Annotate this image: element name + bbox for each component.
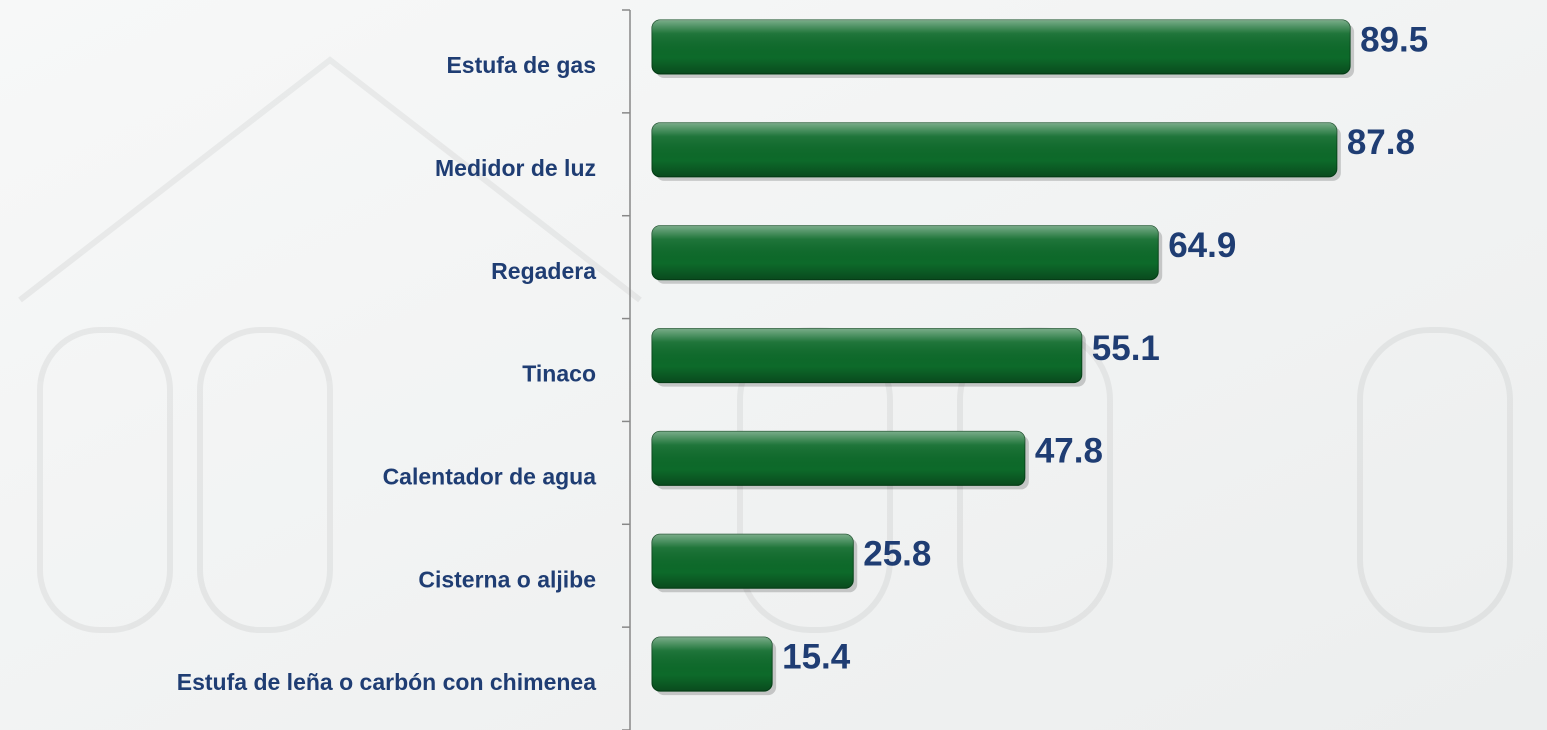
value-label: 25.8 <box>863 535 931 574</box>
bar-shine <box>652 431 1025 486</box>
value-label: 64.9 <box>1168 226 1236 265</box>
category-label: Estufa de gas <box>446 52 596 78</box>
bar-shine <box>652 20 1351 74</box>
bar-shine <box>652 225 1159 280</box>
category-label: Regadera <box>491 258 596 284</box>
category-label: Estufa de leña o carbón con chimenea <box>177 669 596 695</box>
bar-shine <box>652 534 854 589</box>
value-label: 89.5 <box>1360 20 1428 59</box>
watermark <box>18 56 1513 633</box>
bar-shine <box>652 122 1337 177</box>
category-label: Cisterna o aljibe <box>418 566 596 592</box>
bar-shine <box>652 637 773 692</box>
bar-shine <box>652 328 1082 383</box>
category-label: Calentador de agua <box>383 464 597 490</box>
value-label: 47.8 <box>1035 432 1103 471</box>
value-label: 55.1 <box>1092 329 1160 368</box>
category-label: Medidor de luz <box>435 155 596 181</box>
value-label: 87.8 <box>1347 123 1415 162</box>
value-label: 15.4 <box>782 637 851 676</box>
category-label: Tinaco <box>522 361 596 387</box>
